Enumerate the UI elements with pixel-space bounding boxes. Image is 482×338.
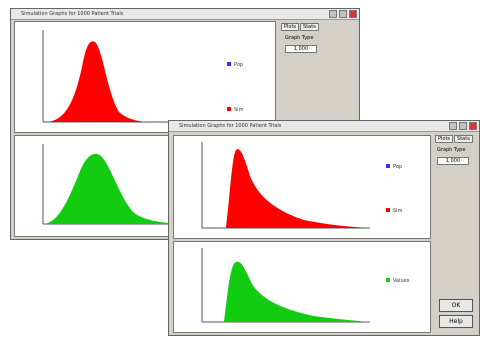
chart (174, 242, 430, 332)
title-bar: Simulation Graphs for 1000 Patient Trial… (11, 9, 359, 20)
chart (174, 136, 430, 238)
plot: Values (173, 241, 431, 333)
ok-button[interactable]: OK (439, 299, 473, 312)
legend-item: Sim (386, 208, 402, 214)
tab[interactable]: Stats (454, 135, 473, 143)
plot: Pop Sim (173, 135, 431, 239)
close-button[interactable] (469, 122, 477, 130)
distribution-area (204, 149, 370, 228)
minimize-button[interactable] (449, 122, 457, 130)
input[interactable]: 1.000 (437, 157, 469, 165)
label: Graph Type (285, 35, 313, 41)
distribution-area (204, 262, 370, 322)
distribution-area (45, 154, 175, 224)
legend-item: Pop (227, 62, 243, 68)
legend-item: Sim (227, 107, 243, 113)
plot: Pop Sim (14, 21, 276, 133)
tab[interactable]: Plots (435, 135, 453, 143)
tab[interactable]: Stats (300, 23, 319, 31)
legend-item: Pop (386, 164, 402, 170)
close-button[interactable] (349, 10, 357, 18)
window: Simulation Graphs for 1000 Patient Trial… (168, 120, 480, 336)
label: Graph Type (437, 147, 465, 153)
maximize-button[interactable] (339, 10, 347, 18)
minimize-button[interactable] (329, 10, 337, 18)
legend-item: Values (386, 278, 409, 284)
distribution-area (45, 41, 155, 122)
input[interactable]: 1.000 (285, 45, 317, 53)
screen: Simulation Graphs for 1000 Patient Trial… (0, 0, 482, 338)
title-bar: Simulation Graphs for 1000 Patient Trial… (169, 121, 479, 132)
maximize-button[interactable] (459, 122, 467, 130)
help-button[interactable]: Help (439, 315, 473, 328)
tab[interactable]: Plots (281, 23, 299, 31)
chart (15, 22, 275, 132)
